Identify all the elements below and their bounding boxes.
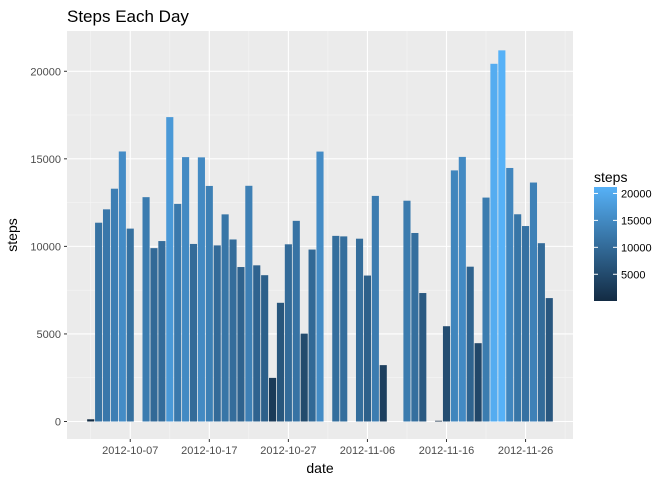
bar (269, 377, 277, 422)
bar (221, 214, 229, 422)
bar (442, 326, 451, 422)
bar (379, 365, 387, 422)
legend-title: steps (594, 169, 627, 185)
bar (150, 248, 158, 422)
bar (276, 302, 285, 422)
bar (340, 236, 348, 422)
bar (158, 241, 166, 422)
bar (237, 267, 245, 422)
bar (300, 333, 308, 422)
bar (529, 182, 538, 422)
x-tick-label: 2012-11-06 (340, 445, 395, 457)
bar (537, 243, 545, 422)
bar (308, 249, 316, 422)
chart-title: Steps Each Day (67, 7, 189, 26)
x-axis-label: date (306, 460, 333, 476)
bar (482, 197, 490, 422)
bar (490, 63, 498, 422)
legend: steps 5000 10000 15000 20000 (594, 169, 652, 301)
bar (419, 293, 427, 422)
bar (284, 244, 292, 422)
bar (110, 188, 118, 422)
bar (102, 209, 111, 422)
bar (213, 245, 221, 422)
bars (87, 50, 553, 422)
legend-ticks: 5000 10000 15000 20000 (594, 188, 652, 281)
legend-break-label: 20000 (621, 188, 652, 200)
y-axis: 0 5000 10000 15000 20000 (30, 66, 67, 428)
bar (166, 117, 174, 422)
bar (197, 157, 205, 422)
bar (371, 195, 379, 422)
bar (403, 200, 411, 422)
y-axis-label: steps (4, 218, 20, 251)
legend-break-label: 10000 (621, 242, 652, 254)
legend-break-label: 15000 (621, 215, 652, 227)
bar (474, 343, 482, 422)
bar (355, 238, 364, 422)
bar (118, 151, 126, 422)
bar (458, 156, 466, 422)
y-tick-label: 0 (55, 416, 61, 428)
bar (498, 50, 506, 422)
x-tick-label: 2012-11-16 (419, 445, 474, 457)
bar (142, 197, 150, 422)
bar (182, 157, 190, 422)
bar (205, 185, 213, 422)
bar (189, 243, 198, 422)
bar (545, 298, 553, 422)
bar (514, 214, 522, 422)
y-tick-label: 15000 (30, 154, 61, 166)
x-tick-label: 2012-10-07 (102, 445, 158, 457)
bar (450, 170, 458, 422)
legend-break-label: 5000 (621, 269, 645, 281)
y-tick-label: 5000 (37, 329, 61, 341)
bar (363, 275, 371, 422)
y-tick-label: 20000 (30, 66, 61, 78)
bar (87, 419, 95, 422)
x-tick-label: 2012-10-27 (260, 445, 316, 457)
bar (522, 226, 530, 422)
x-tick-label: 2012-11-26 (498, 445, 553, 457)
legend-colorbar (594, 187, 617, 301)
bar (292, 220, 300, 422)
bar (506, 167, 514, 422)
bar (229, 239, 237, 422)
bar (435, 420, 443, 422)
bar (332, 235, 340, 422)
bar (174, 203, 182, 422)
x-tick-label: 2012-10-17 (181, 445, 237, 457)
y-tick-label: 10000 (30, 241, 61, 253)
bar (466, 266, 474, 422)
x-axis: 2012-10-07 2012-10-17 2012-10-27 2012-11-06… (102, 439, 553, 457)
bar (411, 232, 419, 422)
bar (95, 222, 103, 422)
bar (253, 265, 261, 422)
bar (261, 275, 269, 422)
bar (316, 151, 324, 422)
bar (245, 185, 253, 422)
bar (126, 228, 134, 422)
